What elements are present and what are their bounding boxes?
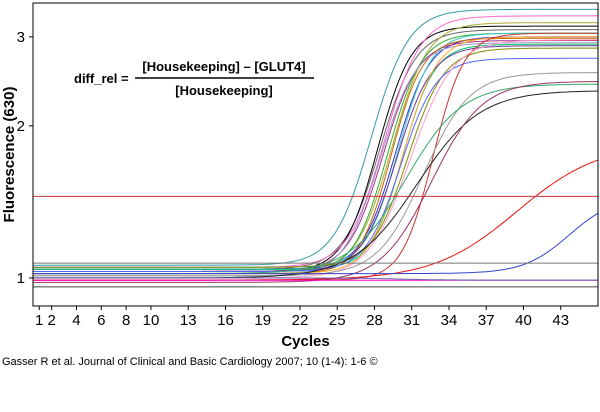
x-tick-label: 43: [552, 312, 569, 329]
x-tick-label: 1: [35, 312, 43, 329]
formula-annotation: diff_rel = [Housekeeping] – [GLUT4] [Hou…: [74, 59, 314, 98]
series-line-24: [33, 212, 599, 275]
y-tick-label: 2: [17, 118, 25, 135]
x-tick-label: 34: [441, 312, 458, 329]
x-tick-label: 40: [515, 312, 532, 329]
x-axis: 1 2 4 6 8 10 13 16 19 22 25 28 31 34 37 40 43: [35, 306, 569, 329]
formula-denominator: [Housekeeping]: [175, 83, 273, 98]
y-axis-title: Fluorescence (630): [1, 87, 18, 223]
y-tick-label: 1: [17, 270, 25, 287]
x-tick-label: 8: [122, 312, 130, 329]
series-line-16: [33, 57, 598, 272]
series-line-12: [33, 43, 598, 270]
formula-numerator: [Housekeeping] – [GLUT4]: [142, 59, 305, 74]
amplification-chart: 1 2 4 6 8 10 13 16 19 22 25 28 31 34 37 40 43 123 Cycles…: [0, 0, 600, 355]
x-tick-label: 28: [366, 312, 383, 329]
x-tick-label: 2: [47, 312, 55, 329]
x-tick-label: 4: [72, 312, 80, 329]
x-tick-label: 25: [329, 312, 346, 329]
x-tick-label: 6: [97, 312, 105, 329]
x-tick-label: 31: [403, 312, 420, 329]
formula-lhs: diff_rel =: [74, 71, 129, 86]
citation-caption: Gasser R et al. Journal of Clinical and …: [2, 356, 378, 368]
x-tick-label: 16: [217, 312, 234, 329]
x-tick-label: 19: [254, 312, 271, 329]
x-axis-title: Cycles: [281, 333, 329, 350]
y-axis: 1 2 3: [17, 29, 33, 287]
x-tick-label: 10: [143, 312, 160, 329]
x-tick-label: 13: [180, 312, 197, 329]
x-tick-label: 22: [292, 312, 309, 329]
series-layer: [33, 8, 599, 288]
x-tick-label: 37: [478, 312, 495, 329]
plot-frame: [32, 2, 599, 307]
series-line-1: [33, 8, 598, 266]
y-tick-label: 3: [17, 29, 25, 46]
series-line-26: [33, 277, 598, 281]
plot-background: [0, 0, 600, 355]
